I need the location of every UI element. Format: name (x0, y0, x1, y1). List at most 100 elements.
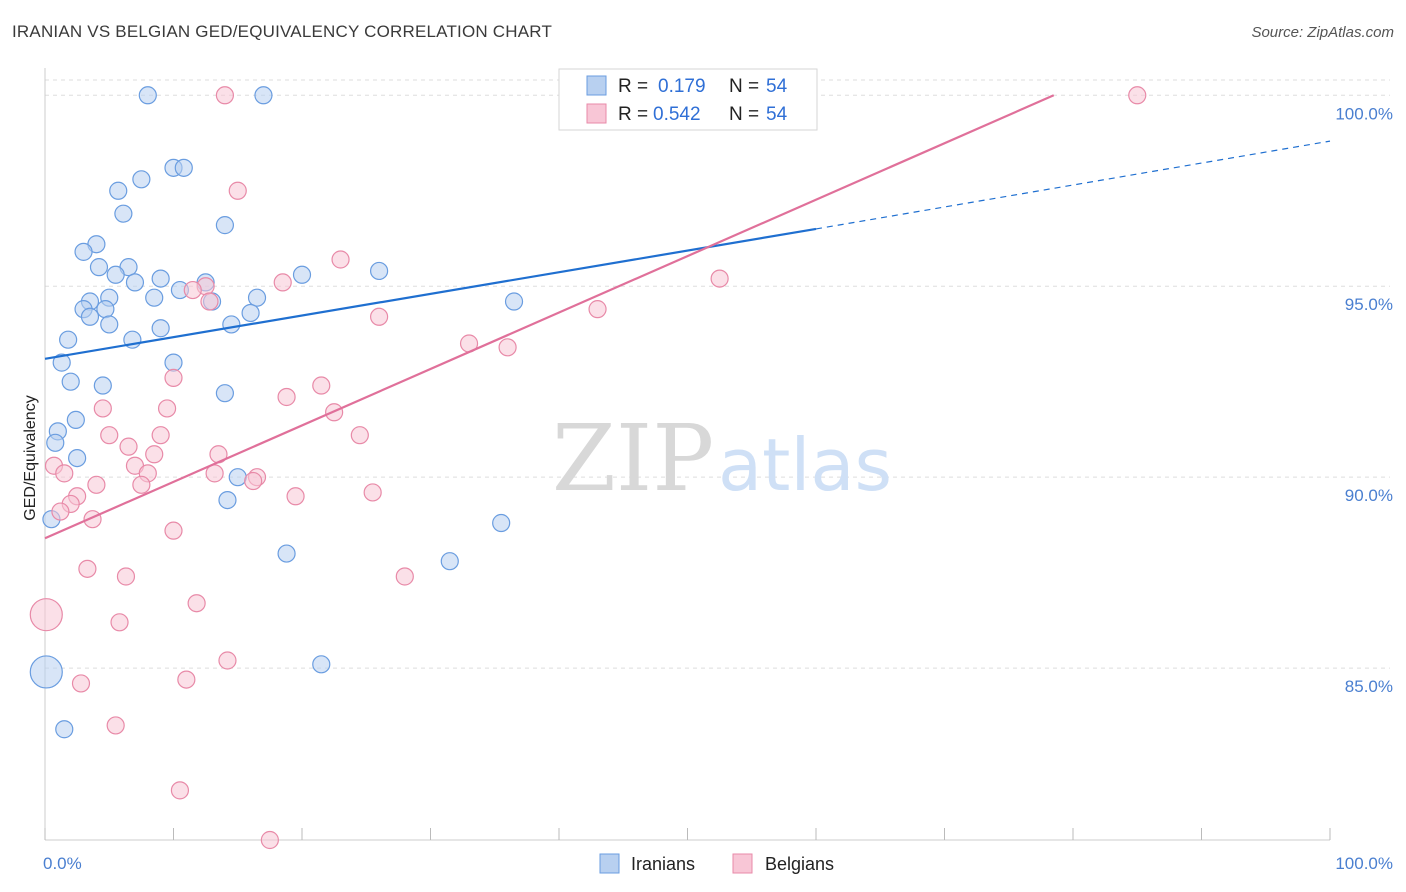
bottom-legend-belgians: Belgians (765, 854, 834, 874)
iranian-point (74, 242, 93, 261)
belgian-point (100, 426, 119, 445)
y-tick-labels: 100.0% 95.0% 90.0% 85.0% (1335, 104, 1393, 696)
iranian-point (96, 300, 115, 319)
chart-title: IRANIAN VS BELGIAN GED/EQUIVALENCY CORRE… (12, 22, 553, 41)
legend-n-value-belgians: 54 (766, 104, 788, 125)
iranian-point (125, 273, 145, 292)
belgian-point (498, 338, 517, 357)
belgian-point (78, 559, 97, 578)
iranian-point (164, 353, 183, 372)
iranian-point (66, 410, 85, 429)
trend-line-belgians (44, 94, 1055, 540)
belgian-point (157, 399, 177, 418)
belgian-point (588, 300, 607, 319)
belgian-point (187, 594, 206, 613)
iranian-point (370, 261, 389, 281)
belgian-point (177, 670, 196, 689)
belgian-point (244, 471, 263, 491)
iranian-point (151, 319, 170, 338)
iranian-point (52, 353, 71, 372)
belgian-point (331, 250, 350, 269)
belgian-point (200, 292, 219, 311)
belgian-point (29, 598, 63, 632)
belgian-point (228, 181, 247, 200)
iranian-point (68, 448, 87, 468)
y-tick-label: 95.0% (1345, 295, 1393, 314)
iranian-point (55, 720, 74, 739)
legend-n-label-iranians: N = (729, 76, 759, 97)
grid-lines (45, 79, 1390, 669)
belgian-point (116, 567, 136, 586)
iranian-point (440, 552, 459, 571)
iranian-point (247, 288, 267, 307)
bottom-legend-swatch-iranians (599, 853, 620, 874)
belgian-point (277, 387, 296, 407)
belgian-point (710, 269, 729, 288)
iranian-point (277, 544, 296, 563)
trend-lines (44, 94, 1331, 540)
belgian-point (71, 674, 91, 693)
x-tick-label-min: 0.0% (43, 854, 82, 873)
legend: R = 0.179 N = 54 R = 0.542 N = 54 (558, 68, 818, 131)
iranian-point (114, 204, 133, 223)
iranian-point (80, 307, 100, 326)
iranian-point (222, 315, 241, 334)
x-tick-labels: 0.0% 100.0% (43, 854, 1393, 873)
iranian-point (215, 216, 234, 235)
belgian-point (106, 716, 125, 735)
belgian-point (370, 307, 389, 326)
iranian-point (106, 265, 125, 284)
belgian-point (183, 280, 202, 300)
iranian-point (100, 315, 119, 334)
iranian-point (151, 269, 170, 288)
y-axis-title: GED/Equivalency (22, 395, 39, 520)
legend-n-label-belgians: N = (729, 104, 759, 125)
belgian-point (145, 445, 164, 464)
axes (44, 68, 1331, 841)
watermark-atlas: atlas (718, 423, 892, 507)
iranian-point (138, 86, 157, 105)
x-tick-label-max: 100.0% (1335, 854, 1393, 873)
legend-r-label-belgians: R = (618, 104, 648, 125)
trend-line-iranians-extension (815, 140, 1331, 230)
belgian-point (273, 273, 292, 292)
iranian-point (59, 330, 78, 349)
legend-swatch-iranians (586, 75, 607, 96)
belgian-point (260, 830, 279, 850)
belgian-point (55, 464, 74, 483)
belgian-point (350, 426, 369, 445)
belgian-point (119, 437, 138, 456)
belgian-point (218, 651, 237, 670)
belgian-point (132, 475, 151, 494)
source-credit: Source: ZipAtlas.com (1251, 24, 1394, 41)
iranian-point (492, 513, 511, 533)
bottom-legend-swatch-belgians (732, 853, 753, 874)
iranian-point (109, 181, 128, 200)
belgian-point (87, 475, 106, 494)
series-belgians (29, 86, 1147, 850)
watermark-zip: ZIP (552, 405, 714, 512)
iranian-point (241, 303, 260, 323)
belgian-point (93, 399, 112, 418)
iranian-point (174, 158, 193, 177)
iranian-point (29, 655, 63, 689)
belgian-point (51, 502, 70, 521)
belgian-point (164, 521, 183, 540)
y-tick-label: 90.0% (1345, 486, 1393, 505)
iranian-point (132, 170, 151, 189)
belgian-point (164, 368, 183, 387)
legend-r-label-iranians: R = (618, 76, 648, 97)
legend-r-value-iranians: 0.179 (658, 76, 706, 97)
belgian-point (312, 376, 331, 395)
iranian-point (215, 384, 234, 403)
legend-swatch-belgians (586, 103, 607, 124)
watermark: ZIP atlas (552, 405, 892, 512)
iranian-point (46, 433, 65, 452)
iranian-point (312, 655, 331, 674)
iranian-point (228, 468, 247, 487)
belgian-point (215, 86, 234, 105)
y-tick-label: 85.0% (1345, 677, 1393, 696)
bottom-legend: Iranians Belgians (599, 853, 834, 874)
iranian-point (218, 491, 237, 510)
iranian-point (89, 258, 109, 277)
